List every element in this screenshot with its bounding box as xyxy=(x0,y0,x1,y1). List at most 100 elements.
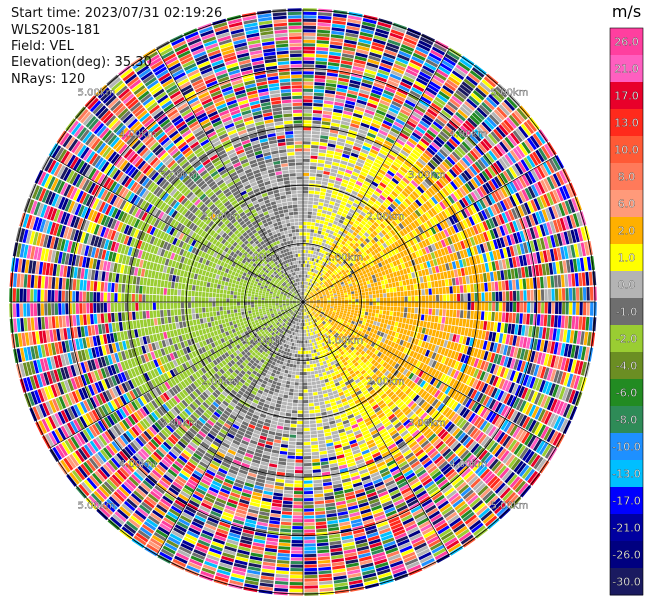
velocity-gate xyxy=(415,126,426,135)
velocity-gate xyxy=(303,155,310,159)
velocity-gate xyxy=(530,289,534,301)
velocity-gate xyxy=(447,101,459,111)
velocity-gate xyxy=(303,57,315,61)
velocity-gate xyxy=(401,302,405,307)
velocity-gate xyxy=(303,186,309,190)
velocity-gate xyxy=(424,238,431,246)
velocity-gate xyxy=(509,302,513,312)
velocity-gate xyxy=(322,174,330,179)
velocity-gate xyxy=(305,285,308,289)
velocity-gate xyxy=(376,240,382,246)
velocity-gate xyxy=(361,24,375,31)
velocity-gate xyxy=(335,214,341,219)
velocity-gate xyxy=(446,294,450,302)
velocity-gate xyxy=(458,187,467,197)
velocity-gate xyxy=(303,414,309,418)
velocity-gate xyxy=(303,81,314,85)
velocity-gate xyxy=(328,395,335,400)
velocity-gate xyxy=(309,239,313,244)
velocity-gate xyxy=(346,278,351,282)
velocity-gate xyxy=(383,227,390,234)
velocity-gate xyxy=(304,281,307,285)
velocity-gate xyxy=(446,341,452,349)
velocity-gate xyxy=(348,220,354,226)
velocity-gate xyxy=(335,312,340,316)
velocity-gate xyxy=(456,146,466,156)
velocity-gate xyxy=(340,248,345,253)
velocity-gate xyxy=(552,262,557,275)
velocity-gate xyxy=(404,99,416,108)
velocity-gate xyxy=(355,299,359,302)
velocity-gate xyxy=(354,310,358,314)
velocity-gate xyxy=(306,289,308,293)
velocity-gate xyxy=(443,271,448,279)
velocity-gate xyxy=(304,585,318,589)
velocity-gate xyxy=(303,113,312,117)
velocity-gate xyxy=(340,124,350,130)
velocity-gate xyxy=(455,334,461,343)
velocity-gate xyxy=(308,190,315,194)
velocity-gate xyxy=(393,292,397,297)
velocity-gate xyxy=(570,344,576,358)
velocity-gate xyxy=(326,285,330,288)
velocity-gate xyxy=(364,288,369,292)
velocity-gate xyxy=(304,484,313,488)
velocity-gate xyxy=(335,94,346,100)
velocity-gate xyxy=(326,211,332,216)
velocity-gate xyxy=(434,280,439,288)
velocity-gate xyxy=(462,318,467,327)
velocity-gate xyxy=(326,237,331,241)
velocity-gate xyxy=(367,132,376,139)
velocity-gate xyxy=(469,70,483,81)
velocity-gate xyxy=(472,202,480,212)
velocity-gate xyxy=(422,295,426,302)
velocity-gate xyxy=(307,340,310,344)
velocity-gate xyxy=(340,201,347,206)
velocity-gate xyxy=(303,165,310,169)
velocity-gate xyxy=(421,327,426,334)
velocity-gate xyxy=(362,246,368,251)
velocity-gate xyxy=(341,317,345,321)
velocity-gate xyxy=(438,287,443,295)
velocity-gate xyxy=(489,363,496,374)
velocity-gate xyxy=(303,29,316,33)
velocity-gate xyxy=(375,219,382,225)
velocity-gate xyxy=(334,217,340,222)
velocity-gate xyxy=(395,91,407,99)
velocity-gate xyxy=(394,321,399,327)
velocity-gate xyxy=(368,267,373,272)
velocity-gate xyxy=(309,176,316,180)
velocity-gate xyxy=(365,105,376,112)
velocity-gate xyxy=(393,63,406,71)
velocity-gate xyxy=(305,297,308,300)
velocity-gate xyxy=(436,192,444,201)
velocity-gate xyxy=(338,285,342,288)
velocity-gate xyxy=(343,46,356,52)
velocity-gate xyxy=(309,360,313,365)
velocity-gate xyxy=(316,43,329,48)
velocity-gate xyxy=(407,206,414,214)
velocity-gate xyxy=(472,147,482,158)
velocity-gate xyxy=(326,189,333,194)
velocity-gate xyxy=(528,214,536,227)
velocity-gate xyxy=(327,304,331,307)
velocity-gate xyxy=(329,262,334,267)
velocity-gate xyxy=(317,556,330,561)
velocity-gate xyxy=(515,219,523,231)
velocity-gate xyxy=(350,205,357,211)
velocity-gate xyxy=(536,277,541,289)
velocity-gate xyxy=(346,22,361,28)
velocity-gate xyxy=(325,240,330,245)
velocity-gate xyxy=(457,61,471,72)
velocity-gate xyxy=(365,65,378,72)
velocity-gate xyxy=(441,199,449,208)
velocity-gate xyxy=(313,201,319,205)
velocity-gate xyxy=(345,140,354,146)
velocity-gate xyxy=(303,344,306,347)
velocity-gate xyxy=(438,331,443,339)
velocity-gate xyxy=(578,272,583,287)
velocity-gate xyxy=(455,277,460,286)
velocity-gate xyxy=(432,308,436,316)
velocity-gate xyxy=(539,251,545,263)
velocity-gate xyxy=(303,172,310,176)
